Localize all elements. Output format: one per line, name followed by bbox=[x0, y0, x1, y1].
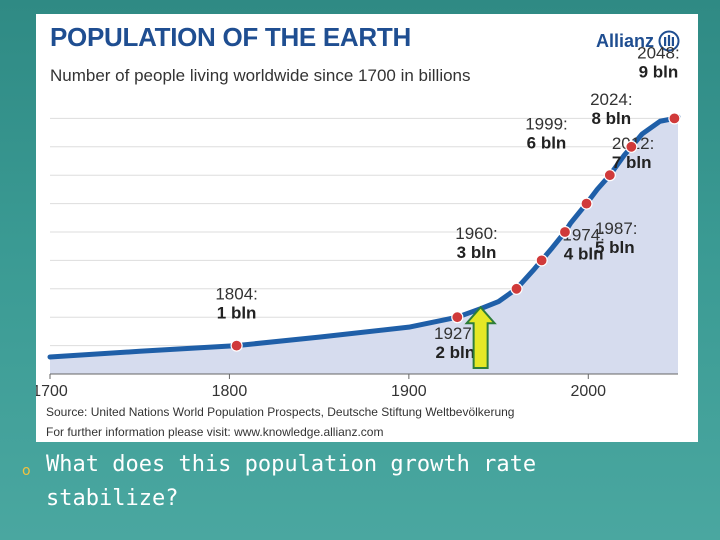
annotation-value: 9 bln bbox=[639, 62, 679, 81]
data-point bbox=[558, 225, 572, 239]
annotation-year: 1927: bbox=[434, 324, 477, 343]
annotation-value: 8 bln bbox=[592, 109, 632, 128]
x-tick-label: 2000 bbox=[570, 383, 606, 400]
annotation-year: 1804: bbox=[215, 285, 258, 304]
data-point bbox=[535, 254, 548, 267]
area-fill bbox=[50, 116, 678, 374]
annotation-year: 1960: bbox=[455, 224, 498, 243]
annotation-value: 5 bln bbox=[595, 238, 635, 257]
annotation-year: 1987: bbox=[595, 219, 638, 238]
annotation-value: 6 bln bbox=[527, 134, 567, 153]
annotation-value: 7 bln bbox=[612, 153, 652, 172]
annotation-value: 2 bln bbox=[435, 343, 475, 362]
annotation-year: 1974: bbox=[562, 225, 605, 244]
up-arrow-icon bbox=[464, 305, 497, 369]
x-tick-label: 1700 bbox=[36, 383, 68, 400]
question-line-1: What does this population growth rate bbox=[46, 452, 537, 477]
chart-title: POPULATION OF THE EARTH bbox=[50, 22, 411, 52]
further-info-note: For further information please visit: ww… bbox=[46, 425, 384, 439]
x-tick-label: 1800 bbox=[212, 383, 248, 400]
data-point bbox=[230, 339, 243, 352]
data-point bbox=[668, 112, 681, 125]
data-point bbox=[625, 140, 638, 153]
data-point bbox=[603, 169, 616, 182]
source-note: Source: United Nations World Population … bbox=[46, 405, 515, 419]
data-point bbox=[510, 282, 523, 295]
x-tick-label: 1900 bbox=[391, 383, 427, 400]
allianz-logo: Allianz bbox=[596, 30, 680, 52]
annotation-value: 4 bln bbox=[564, 244, 604, 263]
annotation-year: 2024: bbox=[590, 90, 633, 109]
chart-card: POPULATION OF THE EARTH Allianz Number o… bbox=[36, 14, 698, 442]
annotation-year: 2048: bbox=[637, 43, 680, 62]
data-point bbox=[580, 197, 593, 210]
annotation-year: 1999: bbox=[525, 115, 568, 134]
annotation-value: 1 bln bbox=[217, 304, 257, 323]
data-point bbox=[451, 311, 464, 324]
slide-question: What does this population growth rate st… bbox=[46, 448, 686, 516]
allianz-eagle-icon bbox=[658, 30, 680, 52]
logo-text: Allianz bbox=[595, 30, 654, 51]
annotation-value: 3 bln bbox=[457, 243, 497, 262]
bullet-icon: o bbox=[22, 463, 31, 479]
population-chart: 1700 1800 1900 2000 1804:1 bln 1927:2 bln 1960… bbox=[36, 43, 681, 400]
question-line-2: stabilize? bbox=[46, 486, 179, 511]
chart-subtitle: Number of people living worldwide since … bbox=[50, 66, 471, 85]
